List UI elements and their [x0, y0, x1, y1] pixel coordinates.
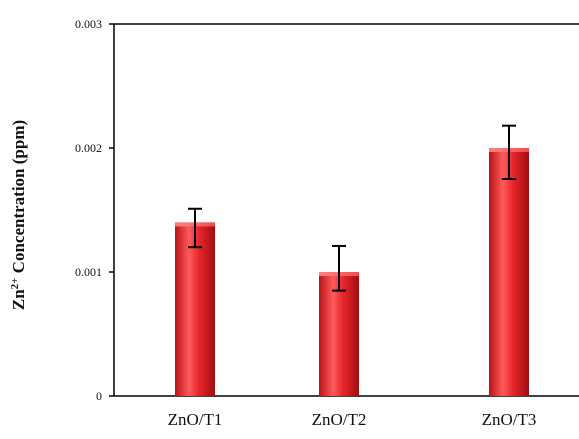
- x-tick-label: ZnO/T2: [312, 410, 367, 429]
- y-axis-label-prefix: Zn: [9, 289, 28, 310]
- bars: [175, 148, 529, 396]
- x-tick-label: ZnO/T1: [168, 410, 223, 429]
- y-tick-label: 0.001: [75, 265, 102, 279]
- y-ticks: [109, 23, 114, 397]
- y-axis-label: Zn2+ Concentration (ppm): [9, 120, 28, 310]
- bar: [175, 222, 215, 396]
- y-tick-label: 0: [96, 389, 102, 403]
- y-axis-label-suffix: Concentration (ppm): [9, 120, 28, 278]
- bar: [319, 272, 359, 396]
- y-tick-labels: 0 0.001 0.002 0.003: [75, 17, 102, 403]
- error-bar-3: [502, 124, 516, 180]
- y-axis-label-superscript: 2+: [9, 278, 21, 290]
- error-bars: [188, 124, 516, 292]
- y-tick-label: 0.002: [75, 141, 102, 155]
- bar-3: [489, 148, 529, 396]
- y-tick-label: 0.003: [75, 17, 102, 31]
- bar-2: [319, 272, 359, 396]
- bar: [489, 148, 529, 396]
- x-tick-label: ZnO/T3: [482, 410, 537, 429]
- error-bar-1: [188, 207, 202, 249]
- error-bar-2: [332, 244, 346, 292]
- x-tick-labels: ZnO/T1 ZnO/T2 ZnO/T3: [168, 410, 537, 429]
- bar-1: [175, 222, 215, 396]
